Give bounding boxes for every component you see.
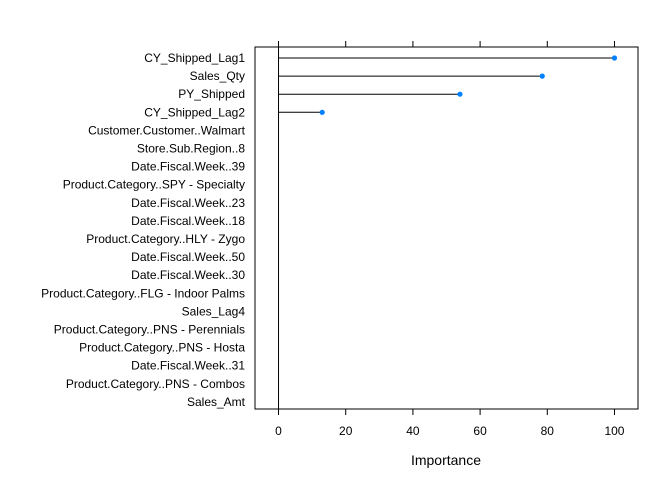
y-tick-label: Date.Fiscal.Week..50: [131, 250, 245, 264]
x-axis-label: Importance: [411, 452, 481, 468]
y-tick-label: Date.Fiscal.Week..31: [131, 359, 245, 373]
y-tick-label: Sales_Qty: [190, 69, 245, 83]
data-point: [319, 109, 325, 115]
y-tick-label: Store.Sub.Region..8: [137, 142, 245, 156]
y-tick-label: Product.Category..SPY - Specialty: [63, 178, 245, 192]
y-tick-label: Product.Category..PNS - Perennials: [54, 323, 245, 337]
y-tick-label: Date.Fiscal.Week..18: [131, 214, 245, 228]
plot-frame: [254, 46, 639, 410]
data-point: [539, 73, 545, 79]
data-points: [319, 55, 618, 115]
x-axis: 0 20 40 60 80 100: [275, 41, 625, 438]
data-point: [611, 55, 618, 61]
y-tick-label: Customer.Customer..Walmart: [88, 123, 246, 137]
y-axis-labels: CY_Shipped_Lag1 Sales_Qty PY_Shipped CY_Shi…: [41, 51, 246, 409]
y-tick-label: PY_Shipped: [178, 87, 245, 101]
y-tick-label: Date.Fiscal.Week..39: [131, 160, 245, 174]
x-tick-label: 100: [604, 424, 624, 438]
x-tick-label: 20: [339, 424, 353, 438]
y-tick-label: CY_Shipped_Lag1: [144, 51, 245, 65]
x-tick-label: 80: [541, 424, 555, 438]
y-tick-label: Sales_Lag4: [182, 304, 246, 318]
data-point: [457, 91, 463, 97]
y-tick-label: Product.Category..FLG - Indoor Palms: [41, 286, 245, 300]
y-tick-label: Product.Category..PNS - Combos: [66, 377, 245, 391]
x-tick-label: 60: [473, 424, 487, 438]
y-tick-label: Product.Category..HLY - Zygo: [86, 232, 245, 246]
lollipop-stems: [278, 47, 615, 409]
x-tick-label: 40: [406, 424, 420, 438]
y-tick-label: Date.Fiscal.Week..23: [131, 196, 245, 210]
y-tick-label: Product.Category..PNS - Hosta: [79, 341, 245, 355]
y-tick-label: Date.Fiscal.Week..30: [131, 268, 245, 282]
y-tick-label: CY_Shipped_Lag2: [144, 105, 245, 119]
x-tick-label: 0: [275, 424, 282, 438]
y-tick-label: Sales_Amt: [187, 395, 246, 409]
